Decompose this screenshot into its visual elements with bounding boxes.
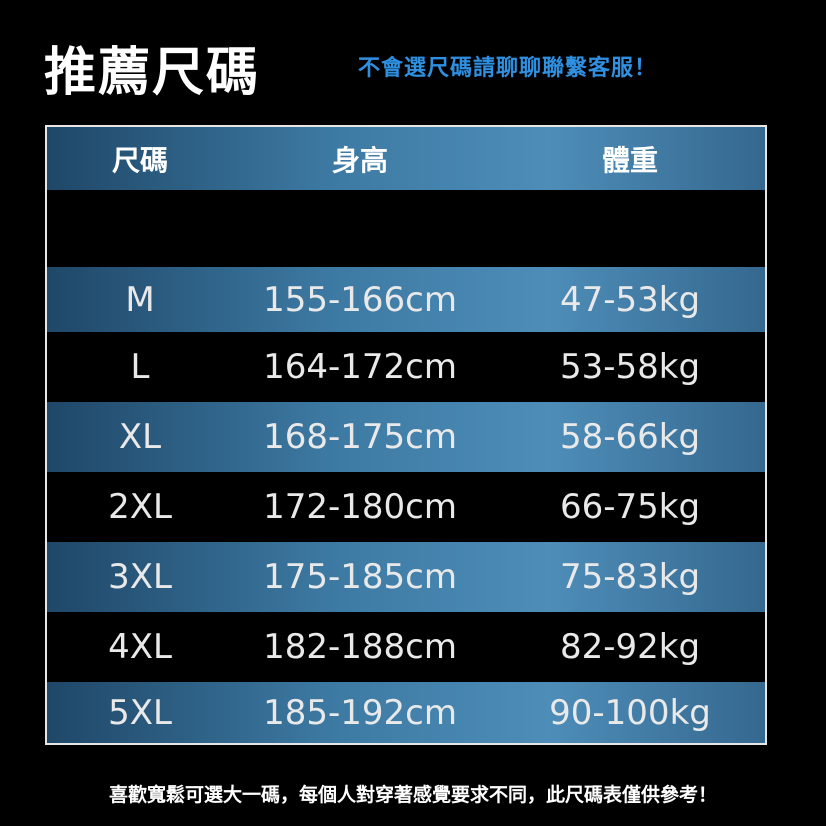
size-table: 尺碼 身高 體重 M 155-166cm 47-53kg L 164-172cm 53-58kg… xyxy=(45,125,767,745)
table-cell: 75-83kg xyxy=(559,557,701,597)
table-cell: 168-175cm xyxy=(263,417,457,457)
table-cell: 90-100kg xyxy=(549,692,711,733)
table-row: M 155-166cm 47-53kg xyxy=(47,267,765,332)
table-cell: 58-66kg xyxy=(559,417,701,457)
table-cell: 175-185cm xyxy=(263,557,457,597)
table-row: XL 168-175cm 58-66kg xyxy=(47,402,765,472)
table-cell: 66-75kg xyxy=(559,487,701,527)
table-row: 4XL 182-188cm 82-92kg xyxy=(47,612,765,682)
column-header: 身高 xyxy=(331,143,388,177)
note: 不會選尺碼請聊聊聯繫客服！ xyxy=(358,56,658,81)
table-cell: L xyxy=(130,347,150,387)
table-cell: M xyxy=(125,279,155,320)
table-row: 3XL 175-185cm 75-83kg xyxy=(47,542,765,612)
header-row: 尺碼 身高 體重 xyxy=(47,127,765,190)
table-cell: 5XL xyxy=(108,692,172,733)
table-cell: 53-58kg xyxy=(559,347,701,387)
column-header: 尺碼 xyxy=(111,143,168,177)
table-cell: 3XL xyxy=(108,557,172,597)
table-row: 2XL 172-180cm 66-75kg xyxy=(47,472,765,542)
table-cell: XL xyxy=(118,417,162,457)
spacer-row xyxy=(47,190,765,267)
table-row: L 164-172cm 53-58kg xyxy=(47,332,765,402)
table-cell: 2XL xyxy=(108,487,172,527)
table-cell: 4XL xyxy=(108,627,172,667)
table-cell: 185-192cm xyxy=(263,692,457,733)
table-cell: 47-53kg xyxy=(559,279,701,320)
table-cell: 82-92kg xyxy=(559,627,701,667)
table-cell: 155-166cm xyxy=(263,279,457,320)
table-row: 5XL 185-192cm 90-100kg xyxy=(47,682,765,743)
table-cell: 182-188cm xyxy=(263,627,457,667)
column-header: 體重 xyxy=(601,143,658,177)
title: 推薦尺碼 xyxy=(44,43,261,103)
table-cell: 164-172cm xyxy=(263,347,457,387)
footer: 喜歡寬鬆可選大一碼，每個人對穿著感覺要求不同，此尺碼表僅供參考！ xyxy=(108,784,717,806)
table-cell: 172-180cm xyxy=(263,487,457,527)
